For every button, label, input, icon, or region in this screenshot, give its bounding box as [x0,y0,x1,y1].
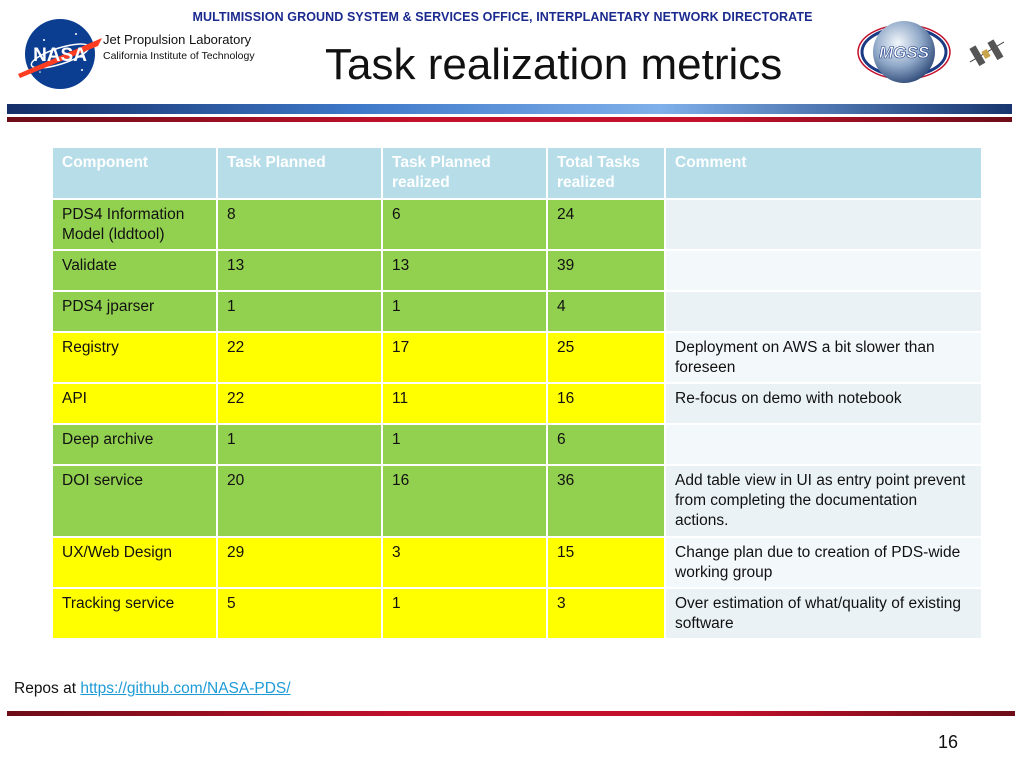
cell-comment [664,198,983,251]
column-header-comment: Comment [664,146,983,200]
mgss-logo: MGSS [857,21,1005,83]
cell-task-planned-realized: 13 [381,249,548,292]
cell-task-planned: 8 [216,198,383,251]
cell-component: Tracking service [51,587,218,640]
cell-task-planned: 1 [216,423,383,466]
satellite-icon [969,39,1005,67]
cell-total-tasks-realized: 6 [546,423,666,466]
table-row: Deep archive 1 1 6 [51,423,983,466]
cell-component: DOI service [51,464,218,538]
cell-component: Deep archive [51,423,218,466]
repos-note: Repos at https://github.com/NASA-PDS/ [14,680,291,698]
cell-task-planned-realized: 1 [381,587,548,640]
cell-comment: Over estimation of what/quality of exist… [664,587,983,640]
footer-divider-red [7,711,1015,716]
cell-component: Registry [51,331,218,384]
cell-task-planned-realized: 11 [381,382,548,425]
cell-comment [664,290,983,333]
cell-task-planned-realized: 3 [381,536,548,589]
cell-total-tasks-realized: 36 [546,464,666,538]
cell-task-planned: 5 [216,587,383,640]
table-row: Tracking service 5 1 3 Over estimation o… [51,587,983,640]
cell-task-planned-realized: 16 [381,464,548,538]
header-divider-red [7,117,1012,122]
cell-task-planned: 29 [216,536,383,589]
cell-total-tasks-realized: 25 [546,331,666,384]
cell-comment [664,423,983,466]
table-row: PDS4 Information Model (lddtool) 8 6 24 [51,198,983,251]
table-row: DOI service 20 16 36 Add table view in U… [51,464,983,538]
column-header-total-tasks-realized: Total Tasks realized [546,146,666,200]
cell-comment: Add table view in UI as entry point prev… [664,464,983,538]
cell-total-tasks-realized: 15 [546,536,666,589]
cell-task-planned: 22 [216,382,383,425]
cell-comment: Re-focus on demo with notebook [664,382,983,425]
cell-task-planned: 1 [216,290,383,333]
cell-task-planned-realized: 1 [381,290,548,333]
cell-component: Validate [51,249,218,292]
cell-task-planned: 13 [216,249,383,292]
cell-task-planned: 20 [216,464,383,538]
repos-link[interactable]: https://github.com/NASA-PDS/ [80,680,291,697]
repos-label: Repos at [14,680,81,697]
cell-comment: Deployment on AWS a bit slower than fore… [664,331,983,384]
cell-component: API [51,382,218,425]
org-name: Jet Propulsion Laboratory [103,32,252,47]
cell-total-tasks-realized: 4 [546,290,666,333]
cell-total-tasks-realized: 39 [546,249,666,292]
table-row: PDS4 jparser 1 1 4 [51,290,983,333]
cell-comment [664,249,983,292]
table-row: Validate 13 13 39 [51,249,983,292]
table-row: UX/Web Design 29 3 15 Change plan due to… [51,536,983,589]
column-header-task-planned-realized: Task Planned realized [381,146,548,200]
mgss-logo-text: MGSS [879,43,930,62]
nasa-logo: NASA [18,19,102,89]
cell-task-planned-realized: 1 [381,423,548,466]
table-row: Registry 22 17 25 Deployment on AWS a bi… [51,331,983,384]
cell-total-tasks-realized: 16 [546,382,666,425]
cell-component: PDS4 Information Model (lddtool) [51,198,218,251]
cell-task-planned-realized: 6 [381,198,548,251]
cell-task-planned-realized: 17 [381,331,548,384]
cell-task-planned: 22 [216,331,383,384]
cell-component: UX/Web Design [51,536,218,589]
task-metrics-table: Component Task Planned Task Planned real… [51,146,983,640]
directorate-banner: MULTIMISSION GROUND SYSTEM & SERVICES OF… [192,10,813,24]
header-divider-blue [7,104,1012,114]
cell-total-tasks-realized: 3 [546,587,666,640]
page-number: 16 [938,732,959,752]
table-header-row: Component Task Planned Task Planned real… [51,146,983,200]
column-header-component: Component [51,146,218,200]
org-subtitle: California Institute of Technology [103,50,255,62]
page-title: Task realization metrics [325,40,783,89]
column-header-task-planned: Task Planned [216,146,383,200]
table-row: API 22 11 16 Re-focus on demo with noteb… [51,382,983,425]
cell-comment: Change plan due to creation of PDS-wide … [664,536,983,589]
nasa-logo-text: NASA [33,45,87,66]
cell-component: PDS4 jparser [51,290,218,333]
cell-total-tasks-realized: 24 [546,198,666,251]
